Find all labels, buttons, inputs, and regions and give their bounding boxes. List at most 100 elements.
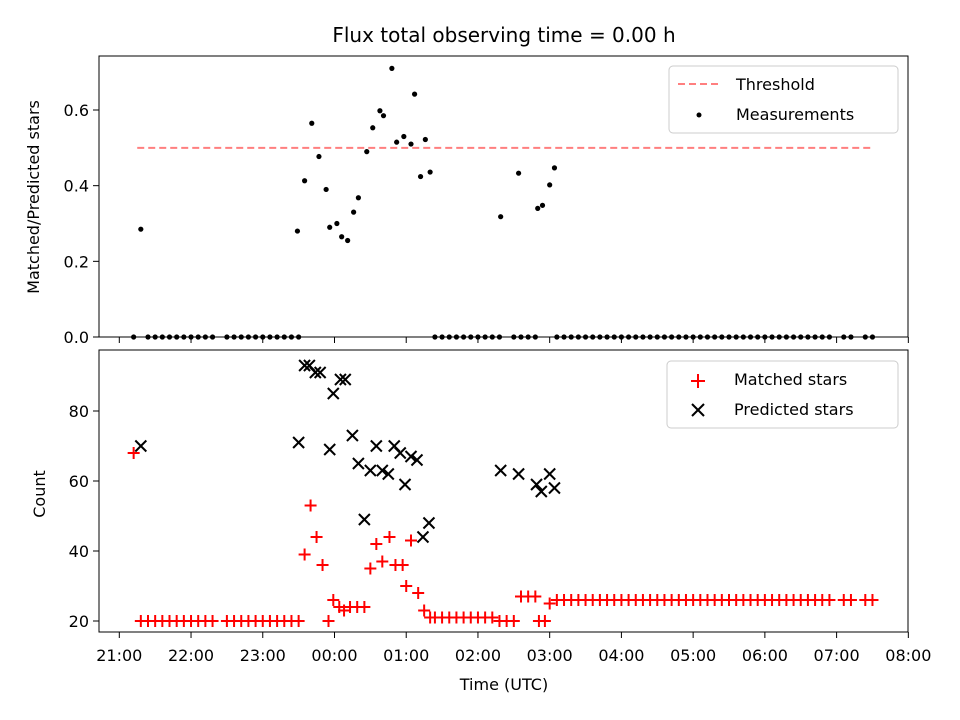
bottom-x-axis: 21:00 22:00 23:00 00:00 01:00 02:00 03:00 04:00… — [96, 632, 931, 665]
matched-star-point — [486, 611, 499, 624]
chart-title: Flux total observing time = 0.00 h — [332, 23, 675, 47]
measurement-point — [309, 120, 315, 126]
predicted-star-point — [512, 467, 525, 481]
top-y-axis-label: Matched/Predicted stars — [24, 100, 43, 294]
matched-star-point — [364, 562, 377, 575]
bottom-y-axis-label: Count — [30, 470, 49, 518]
top-x-axis — [118, 337, 909, 343]
x-tick-label: 01:00 — [383, 646, 429, 665]
matched-star-point — [206, 615, 219, 627]
measurement-point — [515, 170, 522, 176]
measurement-point — [138, 226, 144, 232]
predicted-star-point — [298, 359, 311, 372]
y-tick-label: 80 — [69, 402, 89, 421]
bottom-plot-area — [127, 359, 879, 627]
legend-measurements-swatch — [696, 112, 702, 118]
matched-star-point — [529, 590, 542, 603]
measurement-point — [334, 220, 340, 227]
matched-star-point — [405, 534, 418, 547]
matched-star-point — [304, 499, 317, 512]
measurement-point — [551, 165, 558, 171]
predicted-star-point — [339, 373, 352, 386]
bottom-x-axis-label: Time (UTC) — [459, 675, 548, 694]
measurement-point — [394, 139, 400, 145]
top-axes-frame — [98, 55, 909, 338]
matched-star-point — [418, 604, 431, 617]
predicted-star-point — [358, 513, 371, 526]
predicted-star-point — [543, 467, 556, 481]
y-tick-label: 20 — [69, 612, 89, 631]
measurement-point — [316, 153, 322, 160]
x-tick-label: 00:00 — [311, 646, 357, 665]
x-tick-label: 03:00 — [527, 646, 573, 665]
bottom-legend: Matched stars Predicted stars — [666, 360, 899, 429]
predicted-star-point — [364, 464, 377, 477]
predicted-star-point — [327, 387, 340, 400]
predicted-star-point — [422, 516, 436, 530]
measurement-point — [370, 125, 376, 131]
matched-star-point — [310, 531, 323, 543]
measurement-point — [355, 195, 361, 201]
bottom-panel: 20 40 60 80 21:00 22:00 23:00 00:00 01:00 02:00 0… — [30, 349, 931, 694]
predicted-star-point — [535, 485, 548, 498]
matched-star-point — [292, 615, 305, 627]
matched-star-point — [322, 615, 335, 627]
predicted-star-point — [346, 429, 359, 442]
measurement-point — [417, 173, 424, 180]
measurement-point — [351, 209, 357, 215]
top-legend: Threshold Measurements — [668, 65, 899, 134]
legend-predicted-swatch — [691, 403, 705, 417]
matched-star-point — [358, 601, 371, 613]
predicted-star-point — [309, 366, 322, 379]
x-tick-label: 02:00 — [455, 646, 501, 665]
legend-threshold-label: Threshold — [735, 75, 815, 94]
predicted-star-point — [292, 436, 305, 449]
x-tick-label: 04:00 — [598, 646, 644, 665]
top-panel: 0.0 0.2 0.4 0.6 Matched/Predicted stars Thr… — [24, 55, 909, 347]
measurement-point — [535, 205, 541, 211]
matched-star-point — [370, 538, 383, 550]
legend-matched-label: Matched stars — [734, 370, 847, 389]
measurement-point — [323, 186, 329, 193]
measurement-point — [401, 133, 407, 140]
predicted-star-point — [134, 439, 148, 453]
top-y-axis: 0.0 0.2 0.4 0.6 — [64, 101, 99, 347]
legend-predicted-label: Predicted stars — [734, 400, 854, 419]
measurement-point — [327, 224, 333, 230]
predicted-star-point — [410, 453, 424, 467]
bottom-axes-frame — [98, 349, 909, 633]
y-tick-label: 0.2 — [64, 252, 89, 271]
y-tick-label: 40 — [69, 542, 89, 561]
measurement-point — [539, 202, 546, 208]
predicted-star-point — [404, 450, 418, 463]
matched-star-point — [507, 615, 520, 627]
measurement-point — [294, 228, 301, 234]
predicted-star-point — [394, 446, 407, 460]
matched-star-point — [400, 580, 413, 592]
x-tick-label: 05:00 — [670, 646, 716, 665]
measurement-point — [380, 113, 387, 119]
predicted-star-point — [313, 366, 327, 379]
matched-star-point — [376, 555, 389, 568]
predicted-star-point — [548, 481, 561, 495]
predicted-star-point — [382, 467, 395, 481]
matched-star-point — [866, 594, 879, 606]
measurement-point — [339, 234, 345, 240]
measurement-point — [408, 141, 414, 147]
matched-star-point — [396, 559, 409, 571]
y-tick-label: 0.6 — [64, 101, 89, 120]
measurement-point — [411, 91, 418, 97]
predicted-star-point — [370, 439, 383, 453]
matched-star-point — [298, 548, 311, 561]
matched-star-point — [327, 594, 340, 606]
matched-star-point — [538, 615, 551, 627]
legend-matched-swatch — [691, 374, 705, 388]
bottom-legend-frame — [666, 360, 899, 429]
measurement-point — [389, 65, 395, 71]
measurement-point — [427, 169, 433, 175]
matched-star-point — [316, 559, 329, 571]
predicted-star-point — [416, 530, 430, 544]
x-tick-label: 23:00 — [240, 646, 286, 665]
matched-star-point — [127, 447, 140, 459]
matched-star-point — [412, 587, 425, 599]
